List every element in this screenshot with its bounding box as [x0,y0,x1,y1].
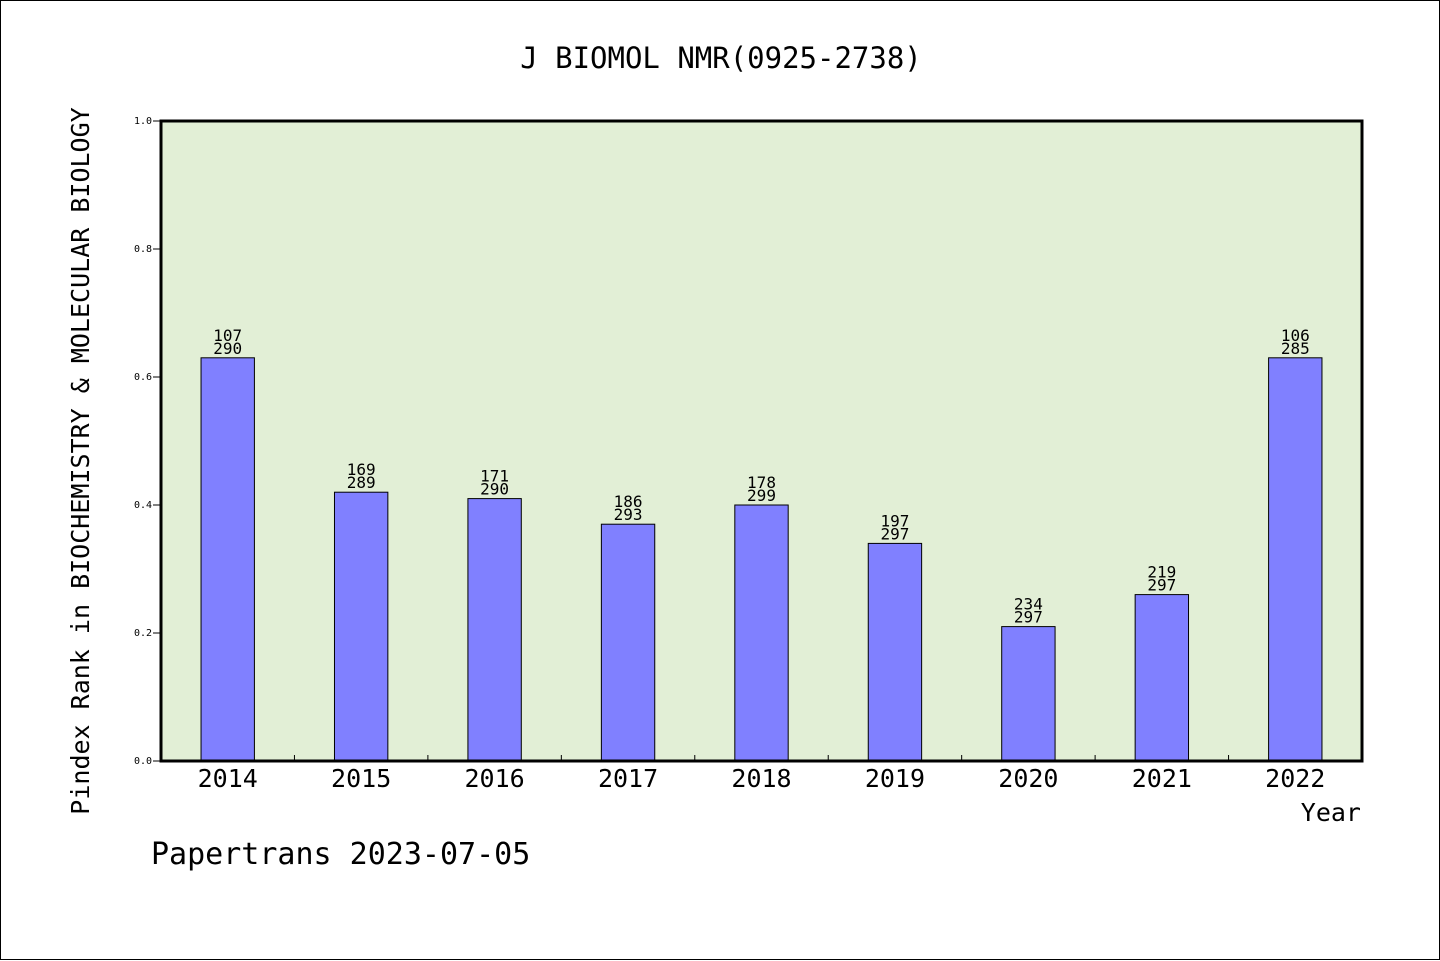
bar-rank-label: 171 [480,467,509,486]
x-tick-label: 2015 [331,764,391,793]
x-tick-label: 2016 [465,764,525,793]
bar-rank-label: 186 [614,492,643,511]
bar-total-label: 285 [1281,339,1310,358]
footer-text: Papertrans 2023-07-05 [151,837,530,872]
x-tick-label: 2018 [731,764,791,793]
bar-2015 [333,491,389,762]
bar-2019 [867,542,923,762]
x-tick-label: 2021 [1132,764,1192,793]
y-tick-label: 0.0 [134,756,152,767]
bar-rank-label: 197 [880,511,909,530]
bar-2021 [1134,594,1190,762]
bar-2014 [200,357,255,762]
bar-total-label: 289 [347,473,376,492]
bar-rank-label: 106 [1281,326,1310,345]
bar-2017 [600,523,656,762]
bar-rank-label: 169 [347,460,376,479]
x-tick-label: 2017 [598,764,658,793]
x-tick-label: 2020 [998,764,1058,793]
bar-total-label: 297 [1147,576,1176,595]
bar-total-label: 290 [213,339,242,358]
y-tick-label: 0.2 [134,628,152,639]
x-axis-ticks: 2014 2015 2016 2017 2018 2019 2020 2021 2022 [198,755,1325,793]
y-tick-label: 1.0 [134,116,152,127]
y-tick-label: 0.4 [134,500,152,511]
y-tick-label: 0.6 [134,372,152,383]
bar-2022 [1268,357,1323,762]
bar-total-label: 299 [747,486,776,505]
bars-group [200,357,1323,762]
chart-title: J BIOMOL NMR(0925-2738) [520,41,922,75]
bar-2020 [1001,626,1056,762]
bar-2016 [467,498,522,762]
bar-total-label: 290 [480,480,509,499]
x-tick-label: 2022 [1265,764,1325,793]
x-tick-label: 2014 [198,764,258,793]
y-tick-label: 0.8 [134,244,152,255]
plot-border [159,119,1364,763]
y-axis-ticks: 0.0 0.2 0.4 0.6 0.8 1.0 [134,116,161,767]
y-axis-label: Pindex Rank in BIOCHEMISTRY & MOLECULAR … [66,107,95,814]
bar-total-label: 297 [1014,608,1043,627]
bar-rank-label: 107 [213,326,242,345]
bar-total-label: 297 [880,524,909,543]
x-axis-label: Year [1301,798,1361,827]
bar-rank-label: 219 [1147,563,1176,582]
bar-2018 [734,504,789,762]
bar-total-label: 293 [614,505,643,524]
bar-rank-label: 178 [747,473,776,492]
bar-rank-label: 234 [1014,595,1043,614]
x-tick-label: 2019 [865,764,925,793]
